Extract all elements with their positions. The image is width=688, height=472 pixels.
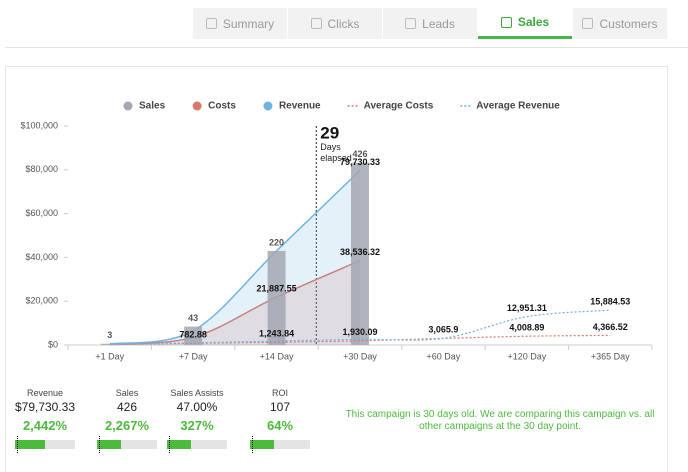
marker-value: 29 (320, 123, 339, 142)
tab-icon (500, 16, 512, 28)
tab-label: Leads (422, 16, 455, 31)
data-label: 38,536.32 (340, 247, 380, 257)
stat-value: 47.00% (176, 400, 218, 414)
y-tick-label: $20,000 (25, 296, 58, 306)
tab[interactable]: Leads (383, 8, 477, 39)
data-label: 12,951.31 (507, 303, 547, 313)
tab-icon (205, 18, 217, 29)
progress-marker (17, 436, 18, 453)
stat: ROI 107 64% (240, 388, 320, 433)
x-tick-label: +365 Day (591, 351, 630, 361)
y-tick-label: $100,000 (20, 120, 58, 130)
divider (5, 47, 688, 48)
tab-label: Customers (599, 16, 658, 31)
tab[interactable]: Summary (193, 8, 287, 39)
card (5, 66, 668, 472)
y-tick-label: $0 (48, 339, 58, 349)
marker-label-line: elapsed (320, 153, 352, 163)
tab-icon (310, 18, 322, 29)
area-fill (109, 260, 360, 345)
x-tick-label: +120 Day (507, 351, 546, 361)
data-label: 3 (107, 330, 112, 340)
stat-value: $79,730.33 (14, 400, 76, 414)
tab[interactable]: Sales (478, 8, 572, 39)
bar (184, 326, 203, 345)
x-tick-label: +30 Day (343, 351, 377, 361)
stat-label: Sales Assists (170, 388, 224, 398)
stat-change: 2,442% (22, 418, 68, 433)
stat-value: 107 (269, 400, 291, 414)
tab[interactable]: Clicks (288, 8, 382, 39)
x-tick-label: +14 Day (260, 351, 294, 361)
stat: Revenue $79,730.33 2,442% (5, 388, 85, 433)
progress-fill (250, 440, 274, 449)
progress-marker (99, 436, 100, 453)
progress-fill (97, 440, 121, 449)
x-tick-label: +7 Day (179, 351, 208, 361)
progress-marker (169, 436, 170, 453)
data-label: 79,730.33 (340, 157, 380, 167)
data-label: 4,008.89 (509, 323, 544, 333)
data-label: 1,243.84 (259, 329, 294, 339)
legend-label: Costs (208, 101, 236, 112)
line (109, 309, 611, 346)
progress-bar (250, 436, 310, 453)
stat-label: Revenue (26, 388, 64, 398)
tab-label: Sales (517, 15, 550, 29)
progress-marker (252, 436, 253, 453)
stat-value: 426 (116, 400, 138, 414)
data-label: 426 (352, 149, 367, 159)
data-label: 1,930.09 (342, 327, 377, 337)
data-label: 15,884.53 (590, 297, 630, 307)
marker-label-line: Days (320, 142, 341, 152)
line (109, 334, 611, 346)
x-tick-label: +1 Day (95, 351, 124, 361)
y-tick-label: $60,000 (25, 208, 58, 218)
data-label: 21,887.55 (257, 283, 297, 293)
progress-bar (167, 436, 227, 453)
x-tick-label: +60 Day (427, 351, 461, 361)
data-label: 220 (269, 237, 284, 247)
stat-change: 2,267% (104, 418, 150, 433)
legend-label: Average Revenue (476, 101, 560, 112)
stat-change: 64% (266, 418, 294, 433)
legend-swatch (263, 101, 273, 111)
progress-fill (167, 440, 191, 449)
legend-label: Sales (139, 101, 166, 112)
stat-label: Sales (115, 388, 139, 398)
progress-fill (15, 440, 45, 449)
stat: Sales Assists 47.00% 327% (157, 388, 237, 433)
bar (267, 250, 286, 345)
tab-label: Summary (222, 16, 275, 31)
stat-change: 327% (180, 418, 214, 433)
legend-label: Average Costs (364, 101, 434, 112)
tab-icon (405, 18, 417, 29)
data-label: 43 (188, 313, 198, 323)
legend-label: Revenue (279, 101, 321, 112)
data-label: 782.88 (179, 330, 207, 340)
message: This campaign is 30 days old. We are com… (345, 409, 655, 432)
marker-label: Days elapsed (320, 142, 352, 163)
progress-bar (15, 436, 75, 453)
tab-label: Clicks (327, 16, 360, 31)
y-tick-label: $80,000 (25, 164, 58, 174)
stat-label: ROI (271, 388, 288, 398)
tab[interactable]: Customers (573, 8, 667, 39)
progress-bar (97, 436, 157, 453)
area-fill (109, 170, 360, 345)
legend-swatch (192, 101, 202, 111)
line (109, 169, 361, 345)
data-label: 4,366.52 (593, 322, 628, 332)
bar (351, 162, 369, 345)
data-label: 3,065.9 (428, 325, 458, 335)
tab-icon (582, 18, 594, 29)
legend-swatch (123, 101, 133, 111)
stat: Sales 426 2,267% (87, 388, 167, 433)
y-tick-label: $40,000 (25, 252, 58, 262)
tab-bar: Summary Clicks Leads Sales Customers (193, 8, 668, 39)
